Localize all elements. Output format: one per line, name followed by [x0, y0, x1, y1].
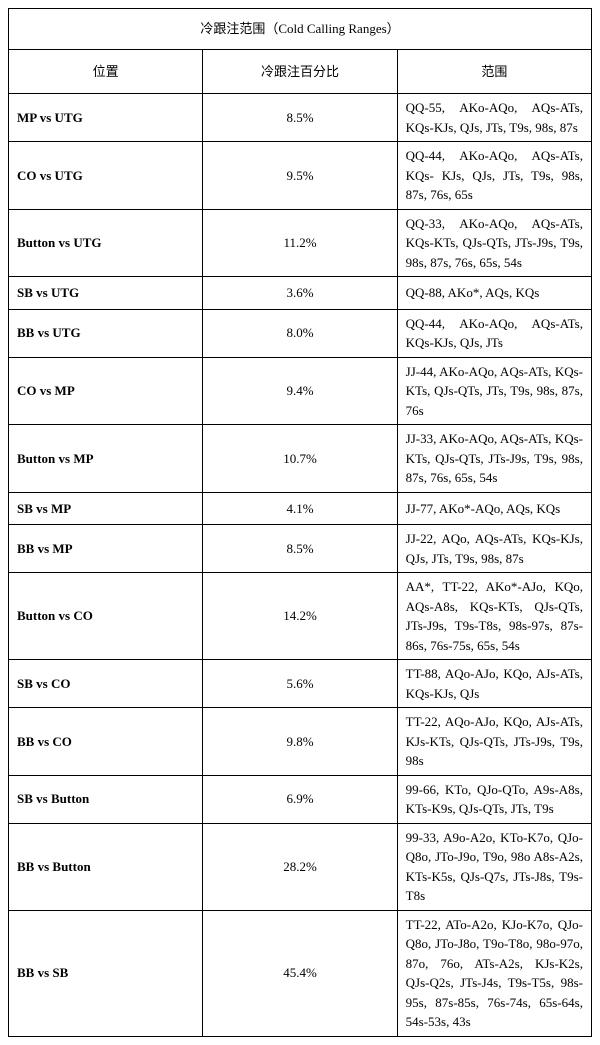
cell-range: QQ-55, AKo-AQo, AQs-ATs, KQs-KJs, QJs, J…: [397, 94, 591, 142]
cell-position: BB vs SB: [9, 910, 203, 1036]
cell-percent: 8.5%: [203, 525, 397, 573]
table-row: CO vs MP9.4%JJ-44, AKo-AQo, AQs-ATs, KQs…: [9, 357, 592, 425]
cell-range: QQ-33, AKo-AQo, AQs-ATs, KQs-KTs, QJs-QT…: [397, 209, 591, 277]
cell-range: 99-33, A9o-A2o, KTo-K7o, QJo-Q8o, JTo-J9…: [397, 823, 591, 910]
cell-range: QQ-88, AKo*, AQs, KQs: [397, 277, 591, 310]
cell-position: Button vs MP: [9, 425, 203, 493]
cell-percent: 5.6%: [203, 660, 397, 708]
table-row: SB vs MP4.1%JJ-77, AKo*-AQo, AQs, KQs: [9, 492, 592, 525]
cell-range: AA*, TT-22, AKo*-AJo, KQo, AQs-A8s, KQs-…: [397, 573, 591, 660]
table-row: BB vs Button28.2%99-33, A9o-A2o, KTo-K7o…: [9, 823, 592, 910]
cell-percent: 4.1%: [203, 492, 397, 525]
cell-position: SB vs UTG: [9, 277, 203, 310]
header-row: 位置 冷跟注百分比 范围: [9, 49, 592, 94]
table-row: BB vs CO9.8%TT-22, AQo-AJo, KQo, AJs-ATs…: [9, 708, 592, 776]
cell-position: Button vs CO: [9, 573, 203, 660]
cell-range: JJ-44, AKo-AQo, AQs-ATs, KQs- KTs, QJs-Q…: [397, 357, 591, 425]
cell-position: CO vs UTG: [9, 142, 203, 210]
cell-percent: 11.2%: [203, 209, 397, 277]
cell-percent: 45.4%: [203, 910, 397, 1036]
header-range: 范围: [397, 49, 591, 94]
cell-percent: 8.5%: [203, 94, 397, 142]
cell-percent: 10.7%: [203, 425, 397, 493]
cell-range: QQ-44, AKo-AQo, AQs-ATs, KQs-KJs, QJs, J…: [397, 309, 591, 357]
cell-percent: 28.2%: [203, 823, 397, 910]
cell-position: SB vs Button: [9, 775, 203, 823]
cell-position: MP vs UTG: [9, 94, 203, 142]
table-row: SB vs Button6.9%99-66, KTo, QJo-QTo, A9s…: [9, 775, 592, 823]
cell-range: JJ-77, AKo*-AQo, AQs, KQs: [397, 492, 591, 525]
cell-percent: 9.5%: [203, 142, 397, 210]
table-body: MP vs UTG8.5%QQ-55, AKo-AQo, AQs-ATs, KQ…: [9, 94, 592, 1037]
table-row: CO vs UTG9.5%QQ-44, AKo-AQo, AQs-ATs, KQ…: [9, 142, 592, 210]
table-row: BB vs UTG8.0%QQ-44, AKo-AQo, AQs-ATs, KQ…: [9, 309, 592, 357]
cell-percent: 3.6%: [203, 277, 397, 310]
cell-range: JJ-33, AKo-AQo, AQs-ATs, KQs- KTs, QJs-Q…: [397, 425, 591, 493]
cell-range: 99-66, KTo, QJo-QTo, A9s-A8s, KTs-K9s, Q…: [397, 775, 591, 823]
cell-percent: 6.9%: [203, 775, 397, 823]
cell-range: JJ-22, AQo, AQs-ATs, KQs-KJs, QJs, JTs, …: [397, 525, 591, 573]
cell-percent: 8.0%: [203, 309, 397, 357]
table-row: Button vs UTG11.2%QQ-33, AKo-AQo, AQs-AT…: [9, 209, 592, 277]
table-row: SB vs UTG3.6%QQ-88, AKo*, AQs, KQs: [9, 277, 592, 310]
table-row: Button vs CO14.2%AA*, TT-22, AKo*-AJo, K…: [9, 573, 592, 660]
cell-position: BB vs MP: [9, 525, 203, 573]
header-percent: 冷跟注百分比: [203, 49, 397, 94]
cell-range: TT-22, ATo-A2o, KJo-K7o, QJo-Q8o, JTo-J8…: [397, 910, 591, 1036]
table-row: BB vs SB45.4%TT-22, ATo-A2o, KJo-K7o, QJ…: [9, 910, 592, 1036]
cell-position: BB vs CO: [9, 708, 203, 776]
cold-calling-table: 冷跟注范围（Cold Calling Ranges） 位置 冷跟注百分比 范围 …: [8, 8, 592, 1037]
cell-percent: 9.8%: [203, 708, 397, 776]
header-position: 位置: [9, 49, 203, 94]
cell-range: TT-22, AQo-AJo, KQo, AJs-ATs, KJs-KTs, Q…: [397, 708, 591, 776]
table-row: Button vs MP10.7%JJ-33, AKo-AQo, AQs-ATs…: [9, 425, 592, 493]
cell-range: QQ-44, AKo-AQo, AQs-ATs, KQs- KJs, QJs, …: [397, 142, 591, 210]
table-row: SB vs CO5.6%TT-88, AQo-AJo, KQo, AJs-ATs…: [9, 660, 592, 708]
title-row: 冷跟注范围（Cold Calling Ranges）: [9, 9, 592, 50]
cell-position: SB vs CO: [9, 660, 203, 708]
cell-percent: 9.4%: [203, 357, 397, 425]
table-row: BB vs MP8.5%JJ-22, AQo, AQs-ATs, KQs-KJs…: [9, 525, 592, 573]
table-title: 冷跟注范围（Cold Calling Ranges）: [9, 9, 592, 50]
cell-range: TT-88, AQo-AJo, KQo, AJs-ATs, KQs-KJs, Q…: [397, 660, 591, 708]
table-row: MP vs UTG8.5%QQ-55, AKo-AQo, AQs-ATs, KQ…: [9, 94, 592, 142]
cell-percent: 14.2%: [203, 573, 397, 660]
cell-position: Button vs UTG: [9, 209, 203, 277]
cell-position: BB vs UTG: [9, 309, 203, 357]
cell-position: BB vs Button: [9, 823, 203, 910]
cell-position: SB vs MP: [9, 492, 203, 525]
cell-position: CO vs MP: [9, 357, 203, 425]
